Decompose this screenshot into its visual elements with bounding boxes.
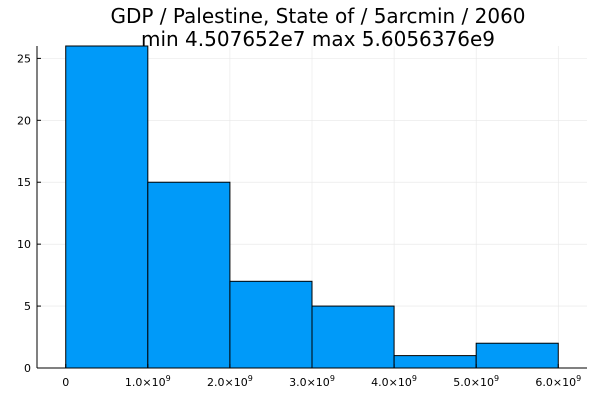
- histogram-bar: [65, 45, 149, 369]
- histogram-bar: [147, 181, 231, 369]
- histogram-bar: [311, 305, 395, 369]
- x-tick-label: 2.0×109: [207, 374, 253, 389]
- y-tick-labels: 0 5 10 15 20 25: [17, 52, 31, 375]
- y-tick-label: 5: [24, 300, 31, 313]
- chart-title-line-2: min 4.507652e7 max 5.6056376e9: [141, 27, 495, 51]
- x-tick-label: 4.0×109: [371, 374, 417, 389]
- histogram-bar: [393, 355, 477, 369]
- bars: [65, 45, 559, 369]
- histogram-bar: [475, 342, 559, 369]
- x-tick-label: 1.0×109: [125, 374, 171, 389]
- x-tick-label: 5.0×109: [453, 374, 499, 389]
- x-tick-labels: 0 1.0×109 2.0×109 3.0×109 4.0×109 5.0×109 6.0×…: [62, 374, 581, 389]
- histogram-bar: [229, 280, 313, 369]
- y-tick-label: 15: [17, 176, 31, 189]
- x-tick-label: 3.0×109: [289, 374, 335, 389]
- y-tick-label: 25: [17, 52, 31, 65]
- axes: [36, 46, 587, 369]
- chart-title-line-1: GDP / Palestine, State of / 5arcmin / 20…: [110, 4, 525, 28]
- y-tick-label: 10: [17, 238, 31, 251]
- y-tick-label: 20: [17, 114, 31, 127]
- x-tick-label: 0: [62, 376, 69, 389]
- y-tick-label: 0: [24, 362, 31, 375]
- x-tick-label: 6.0×109: [535, 374, 581, 389]
